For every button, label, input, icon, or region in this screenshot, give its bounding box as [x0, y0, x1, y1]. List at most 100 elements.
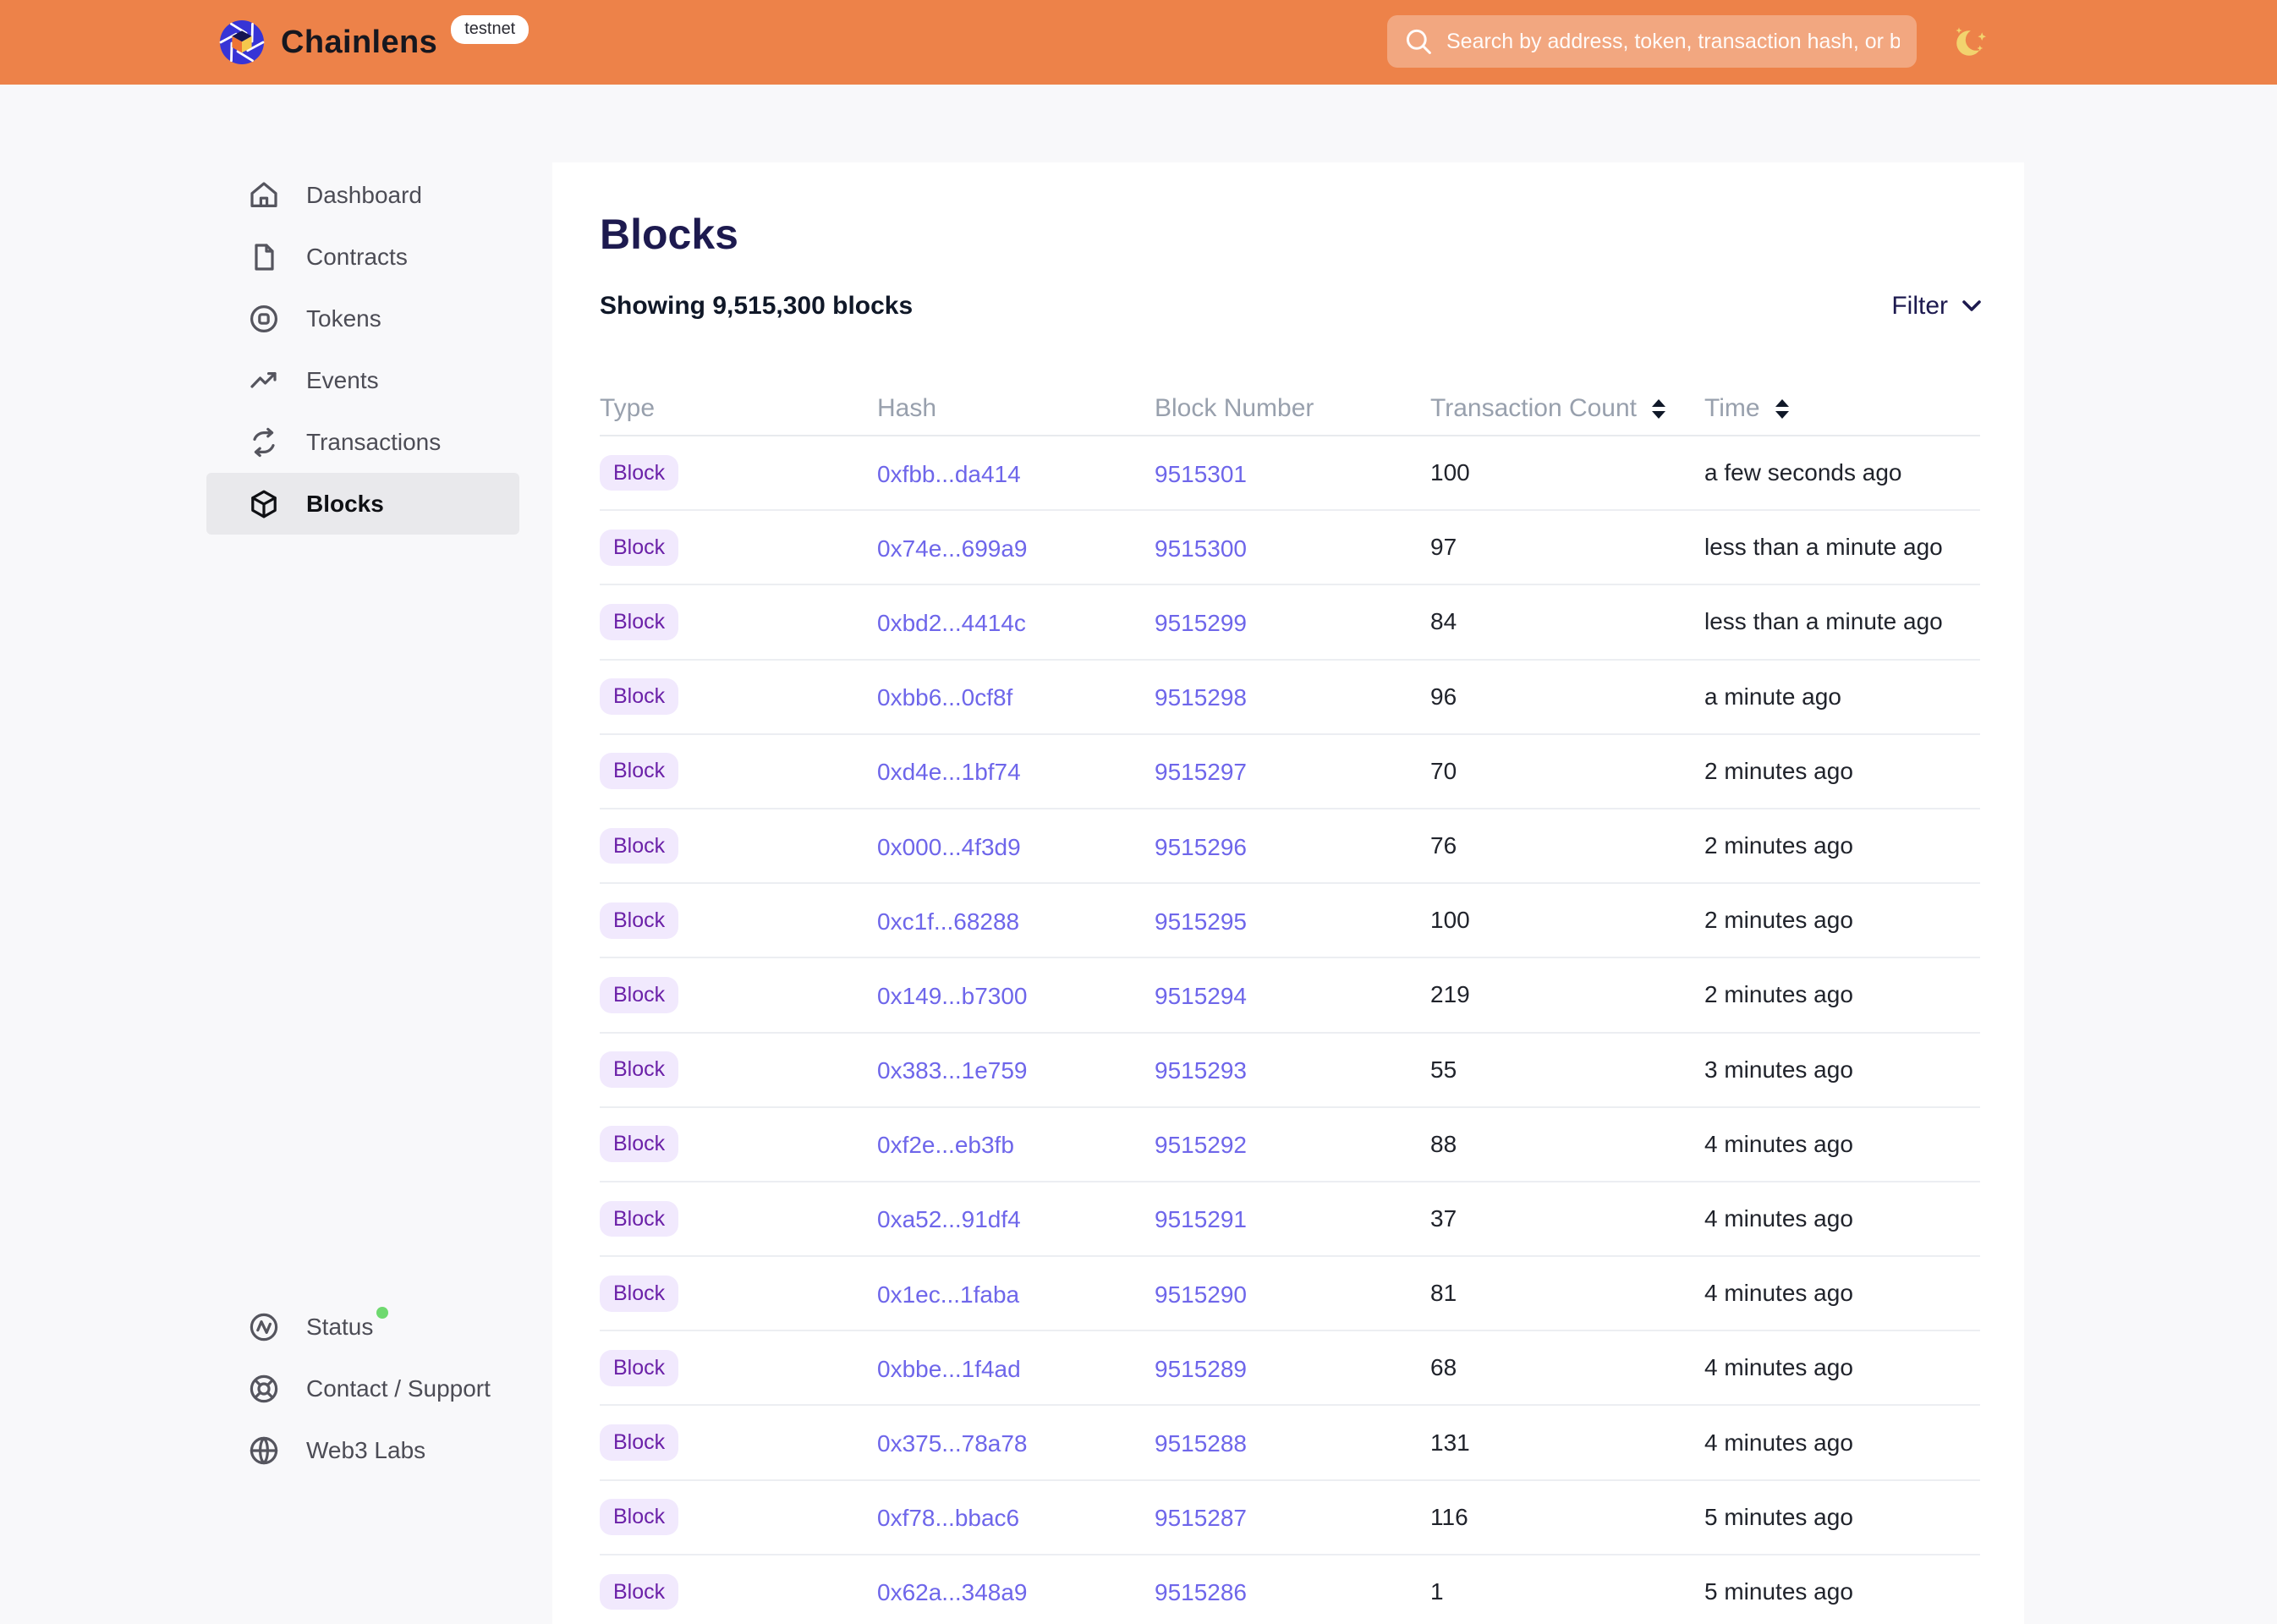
- brand[interactable]: Chainlens testnet: [218, 0, 529, 85]
- hash-link[interactable]: 0x74e...699a9: [877, 535, 1028, 562]
- moon-icon: [1956, 27, 1987, 56]
- hash-link[interactable]: 0x383...1e759: [877, 1057, 1028, 1084]
- time-ago: 2 minutes ago: [1704, 832, 1853, 859]
- time-ago: 5 minutes ago: [1704, 1577, 1853, 1605]
- hash-link[interactable]: 0xbd2...4414c: [877, 609, 1026, 636]
- block-number-link[interactable]: 9515301: [1155, 460, 1248, 487]
- time-ago: 3 minutes ago: [1704, 1056, 1853, 1083]
- block-type-badge: Block: [600, 902, 679, 939]
- block-number-link[interactable]: 9515297: [1155, 759, 1248, 786]
- search-input[interactable]: [1433, 15, 1917, 68]
- sidebar-item-web3-labs[interactable]: Web3 Labs: [206, 1419, 519, 1481]
- block-number-link[interactable]: 9515294: [1155, 982, 1248, 1009]
- repeat-icon: [247, 425, 281, 459]
- block-type-badge: Block: [600, 1275, 679, 1312]
- block-number-link[interactable]: 9515289: [1155, 1355, 1248, 1382]
- hash-link[interactable]: 0xfbb...da414: [877, 460, 1021, 487]
- block-number-link[interactable]: 9515296: [1155, 833, 1248, 860]
- document-icon: [247, 240, 281, 274]
- column-header-label: Time: [1704, 394, 1760, 422]
- top-header: Chainlens testnet: [0, 0, 2277, 85]
- time-ago: a minute ago: [1704, 683, 1841, 710]
- sidebar-item-label: Transactions: [306, 428, 442, 455]
- theme-toggle-button[interactable]: [1947, 19, 1994, 66]
- table-header-row: Type Hash Block Number Transaction Count Tim…: [600, 382, 1980, 436]
- time-ago: 2 minutes ago: [1704, 981, 1853, 1008]
- hash-link[interactable]: 0x000...4f3d9: [877, 833, 1021, 860]
- time-ago: 4 minutes ago: [1704, 1280, 1853, 1307]
- block-type-badge: Block: [600, 1573, 679, 1610]
- block-number-link[interactable]: 9515292: [1155, 1132, 1248, 1159]
- table-body: Block 0xfbb...da414 9515301 100 a few se…: [600, 436, 1980, 1624]
- column-header-transaction_count[interactable]: Transaction Count: [1430, 394, 1704, 423]
- sidebar-item-transactions[interactable]: Transactions: [206, 411, 519, 473]
- table-row: Block 0xa52...91df4 9515291 37 4 minutes…: [600, 1182, 1980, 1258]
- hash-link[interactable]: 0xf78...bbac6: [877, 1505, 1020, 1532]
- block-number-link[interactable]: 9515295: [1155, 908, 1248, 935]
- block-number-link[interactable]: 9515291: [1155, 1206, 1248, 1233]
- table-row: Block 0x375...78a78 9515288 131 4 minute…: [600, 1406, 1980, 1481]
- block-type-badge: Block: [600, 1499, 679, 1536]
- sidebar-item-events[interactable]: Events: [206, 349, 519, 411]
- hash-link[interactable]: 0xd4e...1bf74: [877, 759, 1021, 786]
- block-number-link[interactable]: 9515286: [1155, 1579, 1248, 1606]
- table-row: Block 0x000...4f3d9 9515296 76 2 minutes…: [600, 809, 1980, 885]
- block-type-badge: Block: [600, 1349, 679, 1386]
- table-row: Block 0xbd2...4414c 9515299 84 less than…: [600, 585, 1980, 661]
- block-number-link[interactable]: 9515299: [1155, 609, 1248, 636]
- hash-link[interactable]: 0xa52...91df4: [877, 1206, 1021, 1233]
- block-type-badge: Block: [600, 1424, 679, 1461]
- column-header-time[interactable]: Time: [1704, 394, 1980, 423]
- column-header-label: Type: [600, 394, 656, 422]
- time-ago: less than a minute ago: [1704, 608, 1943, 635]
- hash-link[interactable]: 0x62a...348a9: [877, 1579, 1028, 1606]
- table-row: Block 0xc1f...68288 9515295 100 2 minute…: [600, 884, 1980, 959]
- table-row: Block 0xbb6...0cf8f 9515298 96 a minute …: [600, 661, 1980, 735]
- block-type-badge: Block: [600, 1200, 679, 1237]
- sidebar-item-contact-support[interactable]: Contact / Support: [206, 1358, 519, 1419]
- sidebar-item-tokens[interactable]: Tokens: [206, 288, 519, 349]
- sidebar-item-label: Blocks: [306, 490, 384, 517]
- transaction-count: 219: [1430, 981, 1470, 1008]
- sidebar-item-label: Tokens: [306, 304, 381, 332]
- filter-label: Filter: [1891, 292, 1948, 320]
- sidebar-item-label: Contracts: [306, 243, 408, 270]
- chainlens-logo-icon: [219, 20, 265, 64]
- block-number-link[interactable]: 9515300: [1155, 535, 1248, 562]
- sort-icon[interactable]: [1775, 399, 1789, 419]
- filter-button[interactable]: Filter: [1891, 292, 1982, 321]
- block-type-badge: Block: [600, 1126, 679, 1163]
- column-header-label: Transaction Count: [1430, 394, 1638, 422]
- block-number-link[interactable]: 9515298: [1155, 684, 1248, 711]
- block-type-badge: Block: [600, 827, 679, 864]
- block-type-badge: Block: [600, 454, 679, 491]
- table-row: Block 0x1ec...1faba 9515290 81 4 minutes…: [600, 1257, 1980, 1332]
- block-number-link[interactable]: 9515287: [1155, 1505, 1248, 1532]
- block-number-link[interactable]: 9515288: [1155, 1430, 1248, 1457]
- transaction-count: 81: [1430, 1280, 1457, 1307]
- table-row: Block 0x62a...348a9 9515286 1 5 minutes …: [600, 1555, 1980, 1624]
- status-online-dot: [376, 1306, 389, 1319]
- block-type-badge: Block: [600, 678, 679, 716]
- chevron-down-icon: [1962, 300, 1981, 311]
- hash-link[interactable]: 0xbbe...1f4ad: [877, 1355, 1021, 1382]
- main-content-card: Blocks Showing 9,515,300 blocks Filter T…: [552, 162, 2024, 1624]
- sidebar-item-blocks[interactable]: Blocks: [206, 473, 519, 535]
- hash-link[interactable]: 0xf2e...eb3fb: [877, 1132, 1014, 1159]
- column-header-label: Hash: [877, 394, 937, 422]
- sidebar-item-status[interactable]: Status: [206, 1296, 519, 1358]
- search-bar: [1387, 15, 1917, 68]
- hash-link[interactable]: 0x1ec...1faba: [877, 1281, 1020, 1308]
- sort-icon[interactable]: [1652, 399, 1666, 419]
- hash-link[interactable]: 0xbb6...0cf8f: [877, 684, 1013, 711]
- hash-link[interactable]: 0xc1f...68288: [877, 908, 1020, 935]
- sidebar-item-dashboard[interactable]: Dashboard: [206, 164, 519, 226]
- block-number-link[interactable]: 9515290: [1155, 1281, 1248, 1308]
- sidebar-item-contracts[interactable]: Contracts: [206, 226, 519, 288]
- summary-row: Showing 9,515,300 blocks Filter: [600, 286, 1982, 326]
- table-row: Block 0xf2e...eb3fb 9515292 88 4 minutes…: [600, 1108, 1980, 1182]
- block-number-link[interactable]: 9515293: [1155, 1057, 1248, 1084]
- hash-link[interactable]: 0x375...78a78: [877, 1430, 1028, 1457]
- environment-badge: testnet: [451, 15, 529, 44]
- hash-link[interactable]: 0x149...b7300: [877, 982, 1028, 1009]
